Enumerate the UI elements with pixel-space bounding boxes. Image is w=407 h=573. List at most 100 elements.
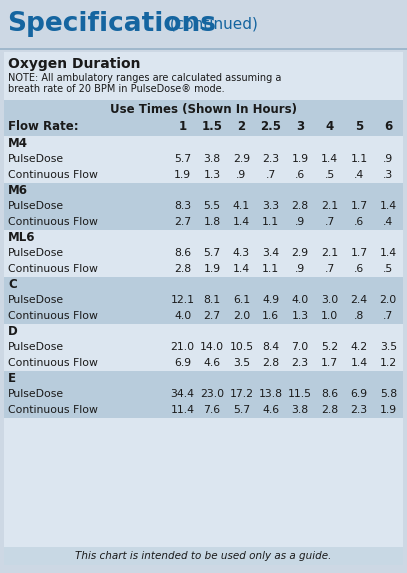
Text: 1.7: 1.7 (350, 201, 368, 211)
Text: 1.3: 1.3 (292, 311, 309, 321)
Text: 3.8: 3.8 (292, 405, 309, 415)
Text: .3: .3 (383, 170, 394, 180)
Text: M6: M6 (8, 184, 28, 197)
Text: 7.6: 7.6 (204, 405, 221, 415)
Text: (continued): (continued) (165, 17, 258, 32)
Text: .9: .9 (236, 170, 247, 180)
Text: Continuous Flow: Continuous Flow (8, 264, 98, 274)
Text: 4.6: 4.6 (262, 405, 279, 415)
Bar (4, 118, 403, 136)
Text: 5.7: 5.7 (204, 248, 221, 258)
Text: 2.8: 2.8 (321, 405, 338, 415)
Text: 1.9: 1.9 (204, 264, 221, 274)
Text: 5.7: 5.7 (233, 405, 250, 415)
Bar (4, 261, 403, 277)
Text: 7.0: 7.0 (291, 342, 309, 352)
Text: .7: .7 (266, 170, 276, 180)
Bar (0, 48, 407, 50)
Text: 5.8: 5.8 (380, 389, 397, 399)
Text: 8.6: 8.6 (321, 389, 338, 399)
Text: 23.0: 23.0 (200, 389, 224, 399)
Text: 8.3: 8.3 (174, 201, 191, 211)
Text: 4: 4 (326, 120, 334, 134)
Text: 2.0: 2.0 (233, 311, 250, 321)
Text: 2: 2 (237, 120, 245, 134)
Text: 6.9: 6.9 (174, 358, 191, 368)
Text: 2.3: 2.3 (350, 405, 368, 415)
Text: .8: .8 (354, 311, 364, 321)
Bar (4, 371, 403, 386)
Text: 4.9: 4.9 (262, 295, 279, 305)
Text: 17.2: 17.2 (230, 389, 254, 399)
Text: Flow Rate:: Flow Rate: (8, 120, 79, 134)
Text: 2.8: 2.8 (174, 264, 191, 274)
Text: 8.1: 8.1 (204, 295, 221, 305)
Text: .6: .6 (354, 217, 364, 227)
Text: 12.1: 12.1 (171, 295, 195, 305)
Text: 6.9: 6.9 (350, 389, 368, 399)
Text: .6: .6 (354, 264, 364, 274)
Text: 11.4: 11.4 (171, 405, 195, 415)
Text: 2.8: 2.8 (262, 358, 279, 368)
Text: 1.9: 1.9 (380, 405, 397, 415)
Text: M4: M4 (8, 137, 28, 150)
Text: 2.3: 2.3 (262, 154, 279, 164)
Text: PulseDose: PulseDose (8, 389, 64, 399)
Text: 2.4: 2.4 (350, 295, 368, 305)
Text: Specifications: Specifications (7, 11, 216, 37)
Text: 2.7: 2.7 (174, 217, 191, 227)
Text: 1.1: 1.1 (262, 217, 279, 227)
Text: Continuous Flow: Continuous Flow (8, 311, 98, 321)
Text: 1.8: 1.8 (204, 217, 221, 227)
Text: 4.2: 4.2 (350, 342, 368, 352)
Text: 2.7: 2.7 (204, 311, 221, 321)
Bar (4, 183, 403, 198)
Text: Continuous Flow: Continuous Flow (8, 217, 98, 227)
Text: C: C (8, 278, 17, 291)
Text: .7: .7 (324, 264, 335, 274)
Text: 34.4: 34.4 (171, 389, 195, 399)
Bar (4, 355, 403, 371)
Text: PulseDose: PulseDose (8, 248, 64, 258)
Text: 1.3: 1.3 (204, 170, 221, 180)
Bar (4, 230, 403, 245)
Text: D: D (8, 325, 18, 338)
Text: NOTE: All ambulatory ranges are calculated assuming a: NOTE: All ambulatory ranges are calculat… (8, 73, 281, 83)
Bar (4, 402, 403, 418)
Bar (4, 547, 403, 565)
Bar (4, 386, 403, 402)
Bar (4, 324, 403, 339)
Text: This chart is intended to be used only as a guide.: This chart is intended to be used only a… (75, 551, 332, 561)
Text: 13.8: 13.8 (259, 389, 283, 399)
Text: PulseDose: PulseDose (8, 342, 64, 352)
Text: 1.1: 1.1 (262, 264, 279, 274)
Text: 6.1: 6.1 (233, 295, 250, 305)
Bar (4, 167, 403, 183)
Text: 3.4: 3.4 (262, 248, 279, 258)
Text: Continuous Flow: Continuous Flow (8, 358, 98, 368)
Text: 1.4: 1.4 (380, 201, 397, 211)
Text: 2.0: 2.0 (380, 295, 397, 305)
Text: 14.0: 14.0 (200, 342, 224, 352)
Text: 11.5: 11.5 (288, 389, 312, 399)
Text: 1.6: 1.6 (262, 311, 279, 321)
Text: Use Times (Shown In Hours): Use Times (Shown In Hours) (110, 103, 297, 116)
Text: 2.1: 2.1 (321, 248, 338, 258)
Bar (4, 277, 403, 292)
Bar (4, 136, 403, 151)
Text: PulseDose: PulseDose (8, 295, 64, 305)
Text: 3: 3 (296, 120, 304, 134)
Text: 4.0: 4.0 (174, 311, 191, 321)
Text: .9: .9 (295, 217, 305, 227)
Text: 1.4: 1.4 (321, 154, 338, 164)
Text: 1.1: 1.1 (350, 154, 368, 164)
Text: 1.4: 1.4 (233, 264, 250, 274)
Text: 5: 5 (355, 120, 363, 134)
Text: .9: .9 (295, 264, 305, 274)
Text: 5.5: 5.5 (204, 201, 221, 211)
Text: PulseDose: PulseDose (8, 154, 64, 164)
Text: E: E (8, 372, 16, 385)
Text: 4.3: 4.3 (233, 248, 250, 258)
Text: 5.2: 5.2 (321, 342, 338, 352)
Bar (4, 214, 403, 230)
